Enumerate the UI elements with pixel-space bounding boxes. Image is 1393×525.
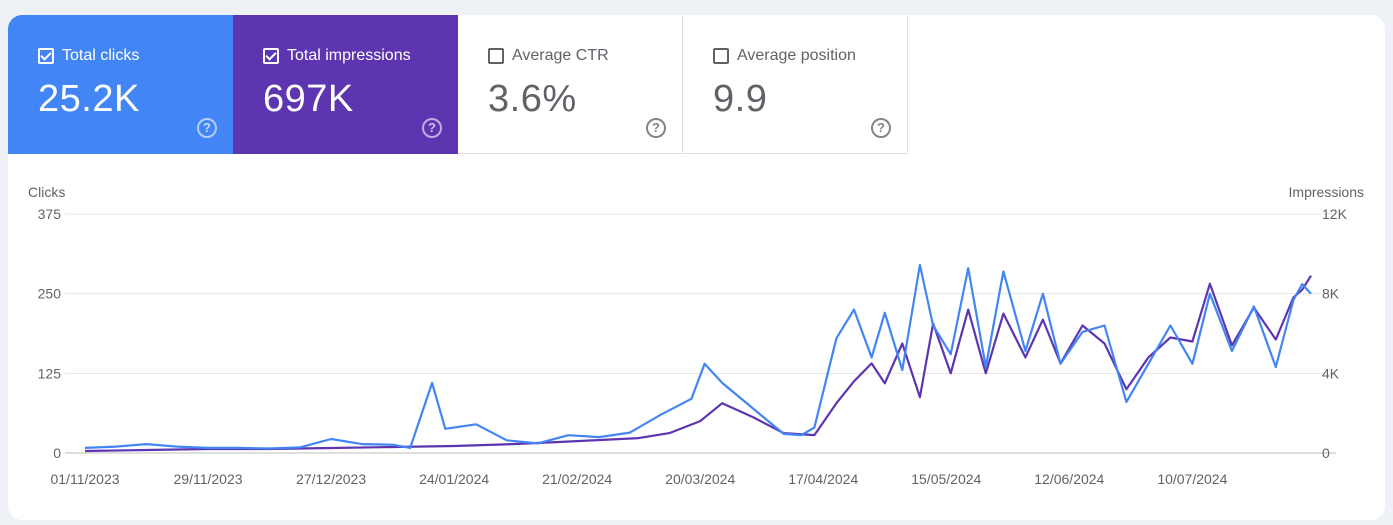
metric-label: Total impressions [287,47,411,64]
x-tick-label: 24/01/2024 [419,471,489,487]
checkbox-checked-icon[interactable] [38,48,54,64]
x-tick-label: 10/07/2024 [1157,471,1227,487]
y-tick-label-right: 0 [1322,445,1330,461]
metric-label: Average position [737,47,856,64]
x-tick-label: 01/11/2023 [50,471,119,487]
checkbox-unchecked-icon[interactable] [488,48,504,64]
help-icon[interactable]: ? [871,118,891,138]
help-icon[interactable]: ? [646,118,666,138]
y-tick-label-left: 250 [38,286,62,302]
checkbox-checked-icon[interactable] [263,48,279,64]
y-tick-label-left: 375 [38,206,62,222]
x-tick-label: 12/06/2024 [1034,471,1104,487]
metric-value: 697K [263,78,354,120]
y-tick-label-left: 125 [38,365,62,381]
average-position-tab[interactable]: Average position 9.9 ? [683,15,908,154]
performance-chart[interactable]: Clicks Impressions 0 125 250 375 0 4K 8K 12K 01/… [8,15,1385,520]
y-axis-label-clicks: Clicks [28,184,65,200]
help-icon[interactable]: ? [422,118,442,138]
metric-label: Average CTR [512,47,609,64]
x-tick-label: 17/04/2024 [788,471,858,487]
metric-value: 3.6% [488,78,577,120]
help-icon[interactable]: ? [197,118,217,138]
x-tick-label: 27/12/2023 [296,471,366,487]
checkbox-unchecked-icon[interactable] [713,48,729,64]
metric-value: 25.2K [38,78,140,120]
x-tick-label: 15/05/2024 [911,471,981,487]
series-line-impressions[interactable] [84,275,1312,453]
y-tick-label-right: 4K [1322,365,1340,381]
x-tick-label: 21/02/2024 [542,471,612,487]
y-tick-label-right: 8K [1322,286,1340,302]
average-ctr-tab[interactable]: Average CTR 3.6% ? [458,15,683,154]
x-tick-label: 20/03/2024 [665,471,735,487]
metric-tabs: Total clicks 25.2K ? Total impressions 6… [8,15,908,154]
metric-label: Total clicks [62,47,140,64]
y-tick-label-left: 0 [53,445,61,461]
metric-value: 9.9 [713,78,768,120]
series-line-clicks[interactable] [84,263,1312,450]
total-clicks-tab[interactable]: Total clicks 25.2K ? [8,15,233,154]
total-impressions-tab[interactable]: Total impressions 697K ? [233,15,458,154]
x-tick-label: 29/11/2023 [174,471,243,487]
performance-card: Total clicks 25.2K ? Total impressions 6… [8,15,1385,520]
y-tick-label-right: 12K [1322,206,1348,222]
y-axis-label-impressions: Impressions [1289,184,1364,200]
